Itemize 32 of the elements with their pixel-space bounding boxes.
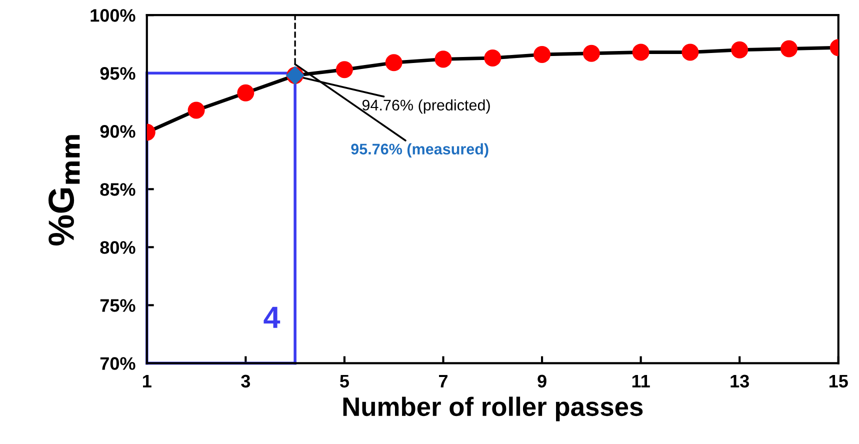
point bbox=[336, 61, 353, 78]
x-tick-label: 7 bbox=[439, 374, 448, 388]
y-tick-label: 100% bbox=[90, 9, 136, 22]
ref-line-label: 4 bbox=[264, 306, 280, 328]
point bbox=[434, 50, 452, 68]
x-tick-label: 5 bbox=[340, 374, 349, 388]
point bbox=[385, 54, 402, 72]
y-tick-label: 90% bbox=[100, 125, 136, 138]
y-tick-label: 70% bbox=[100, 357, 136, 370]
y-tick-label: 80% bbox=[100, 241, 136, 254]
y-axis-title: %G$_{mm}$ bbox=[48, 135, 80, 246]
point bbox=[484, 50, 502, 67]
x-tick-label: 3 bbox=[241, 374, 250, 388]
annotation: 95.76% (measured) bbox=[351, 143, 488, 158]
annotation: 94.76% (predicted) bbox=[362, 99, 490, 114]
x-tick-label: 13 bbox=[730, 374, 749, 388]
x-axis-title: Number of roller passes bbox=[343, 396, 643, 422]
point bbox=[188, 102, 205, 119]
point bbox=[731, 41, 748, 58]
x-tick-label: 1 bbox=[143, 374, 152, 388]
x-tick-label: 9 bbox=[538, 374, 546, 388]
point bbox=[582, 44, 600, 62]
point bbox=[780, 40, 798, 58]
x-tick-label: 11 bbox=[632, 374, 650, 388]
point bbox=[237, 84, 254, 102]
y-tick-label: 75% bbox=[100, 299, 136, 312]
point bbox=[632, 44, 650, 61]
point bbox=[682, 44, 699, 61]
y-tick-label: 95% bbox=[100, 67, 136, 80]
x-tick-label: 15 bbox=[829, 374, 848, 388]
y-tick-label: 85% bbox=[100, 183, 136, 196]
point bbox=[534, 46, 551, 64]
